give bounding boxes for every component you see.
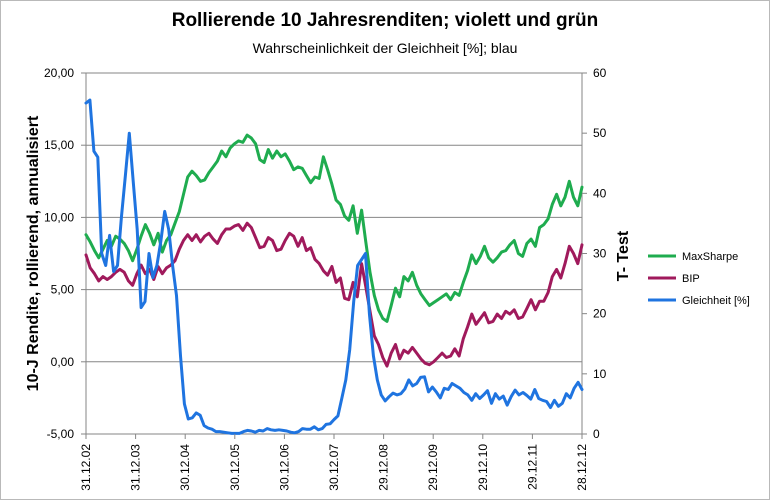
- y-tick-label: 10,00: [44, 210, 74, 224]
- x-tick-label: 29.12.11: [525, 444, 539, 490]
- x-tick-label: 28.12.12: [575, 444, 589, 491]
- series-line: [84, 98, 584, 435]
- legend-label: Gleichheit [%]: [682, 295, 750, 307]
- x-tick-label: 31.12.03: [129, 444, 143, 491]
- x-tick-label: 29.12.08: [377, 444, 391, 491]
- y2-axis-title: T- Test: [615, 230, 632, 281]
- series-lines: [84, 98, 584, 435]
- legend-label: BIP: [682, 273, 700, 285]
- legend: MaxSharpe BIP Gleichheit [%]: [648, 251, 750, 307]
- y2-tick-label: 20: [593, 307, 607, 321]
- y-tick-label: 15,00: [44, 138, 74, 152]
- y2-tick-label: 60: [593, 66, 607, 80]
- x-tick-label: 30.12.07: [327, 444, 341, 491]
- y2-tick-label: 30: [593, 247, 607, 261]
- series-line: [84, 221, 584, 368]
- axes: 20,00 15,00 10,00 5,00 0,00 -5,00 60 50 40 30 20 10…: [25, 66, 632, 491]
- series-line: [84, 133, 584, 323]
- y-tick-label: 5,00: [51, 283, 75, 297]
- y2-tick-label: 10: [593, 367, 607, 381]
- y-tick-label: -5,00: [47, 427, 75, 441]
- x-tick-label: 29.12.09: [426, 444, 440, 491]
- y2-tick-label: 50: [593, 126, 607, 140]
- x-tick-label: 29.12.10: [476, 444, 490, 491]
- chart-subtitle: Wahrscheinlichkeit der Gleichheit [%]; b…: [252, 40, 518, 56]
- legend-label: MaxSharpe: [682, 251, 738, 263]
- y2-tick-label: 40: [593, 186, 607, 200]
- y-axis-title: 10-J Rendite, rollierend, annualisiert: [25, 115, 42, 391]
- chart-title: Rollierende 10 Jahresrenditen; violett u…: [171, 10, 599, 31]
- gridlines: [85, 72, 583, 435]
- plot-frame: [85, 72, 583, 435]
- x-tick-label: 30.12.06: [277, 444, 291, 491]
- x-tick-label: 31.12.02: [79, 444, 93, 491]
- x-tick-label: 30.12.04: [178, 444, 192, 491]
- y-tick-label: 0,00: [51, 355, 75, 369]
- y2-tick-label: 0: [593, 427, 600, 441]
- y-tick-label: 20,00: [44, 66, 74, 80]
- x-tick-label: 30.12.05: [228, 444, 242, 491]
